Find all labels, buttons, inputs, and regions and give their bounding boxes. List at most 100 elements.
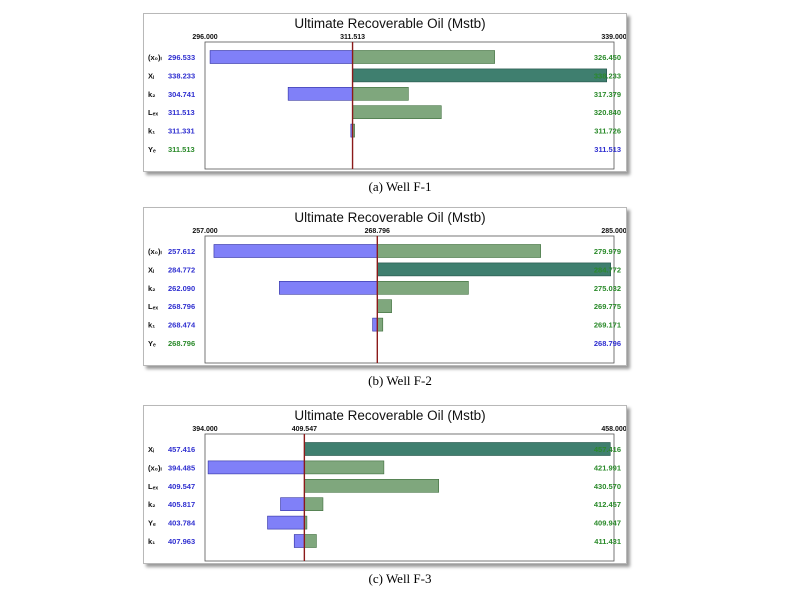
axis-tick-label: 409.547 [292, 426, 317, 433]
right-value-label: 317.379 [594, 90, 621, 99]
row-label: k₁ [148, 127, 155, 136]
left-value-label: 296.533 [168, 53, 195, 62]
tornado-bar-high [304, 534, 317, 548]
row-label: k₂ [148, 90, 156, 99]
row-label: Lₑₓ [148, 108, 158, 117]
tornado-bar-low [207, 460, 305, 475]
tornado-bar-high [377, 244, 541, 258]
panel-well-f2: Ultimate Recoverable Oil (Mstb) 257.000 26… [143, 207, 627, 366]
tornado-bar-low [372, 317, 378, 332]
tornado-bar-high [304, 479, 440, 493]
row-label: Yₑ [148, 145, 156, 154]
right-value-label: 409.947 [594, 519, 621, 528]
left-value-label: 262.090 [168, 284, 195, 293]
caption-well-f1: (a) Well F-1 [368, 179, 432, 194]
axis-tick-label: 311.513 [340, 34, 365, 41]
row-label: Xᵢ [148, 265, 154, 274]
right-value-label: 279.979 [594, 247, 621, 256]
left-value-label: 284.772 [168, 265, 195, 274]
tornado-bar-high [352, 50, 495, 64]
row-label: (x₀)ₗ [148, 463, 163, 472]
right-value-label: 268.796 [594, 339, 621, 348]
tornado-bar-low [287, 87, 353, 101]
row-label: Yₑ [148, 339, 156, 348]
caption-well-f3: (c) Well F-3 [368, 571, 432, 586]
right-value-label: 269.775 [594, 302, 621, 311]
left-value-label: 405.817 [168, 500, 195, 509]
tornado-bar-high [352, 68, 608, 83]
axis-tick-label: 296.000 [192, 34, 217, 41]
axis-tick-label: 257.000 [192, 228, 217, 235]
left-value-label: 268.796 [168, 302, 195, 311]
right-value-label: 430.570 [594, 482, 621, 491]
panel-well-f3: Ultimate Recoverable Oil (Mstb) 394.000 40… [143, 405, 627, 564]
right-value-label: 421.991 [594, 463, 621, 472]
right-value-label: 275.032 [594, 284, 621, 293]
left-value-label: 338.233 [168, 71, 195, 80]
tornado-bar-low [209, 50, 353, 64]
row-label: k₂ [148, 500, 156, 509]
right-value-label: 269.171 [594, 321, 621, 330]
axis-tick-label: 268.796 [365, 228, 390, 235]
row-label: Xᵢ [148, 71, 154, 80]
tornado-bar-high [377, 317, 384, 332]
tornado-bar-low [267, 515, 305, 530]
left-value-label: 304.741 [168, 90, 195, 99]
row-label: k₂ [148, 284, 156, 293]
tornado-chart-svg: Ultimate Recoverable Oil (Mstb) 257.000 26… [148, 210, 626, 364]
chart-title: Ultimate Recoverable Oil (Mstb) [294, 210, 485, 225]
left-value-label: 403.784 [168, 519, 196, 528]
tornado-bar-high [304, 460, 385, 475]
chart-title: Ultimate Recoverable Oil (Mstb) [294, 408, 485, 423]
left-value-label: 311.513 [168, 108, 195, 117]
tornado-bar-high [304, 497, 324, 511]
left-value-label: 457.416 [168, 445, 195, 454]
row-label: k₁ [148, 321, 155, 330]
axis-tick-label: 285.000 [601, 228, 626, 235]
tornado-bar-high [304, 442, 611, 456]
right-value-label: 338.233 [594, 71, 621, 80]
plot-frame [204, 433, 615, 562]
right-value-label: 457.416 [594, 445, 621, 454]
tornado-bar-low [279, 281, 378, 295]
right-value-label: 284.772 [594, 265, 621, 274]
row-label: (x₀)ₗ [148, 53, 163, 62]
row-label: Lₑₓ [148, 482, 158, 491]
left-value-label: 394.485 [168, 463, 195, 472]
right-value-label: 311.513 [594, 145, 621, 154]
tornado-bar-high [377, 281, 469, 295]
panel-well-f1: Ultimate Recoverable Oil (Mstb) 296.000 31… [143, 13, 627, 172]
left-value-label: 257.612 [168, 247, 195, 256]
chart-title: Ultimate Recoverable Oil (Mstb) [294, 16, 485, 31]
left-value-label: 311.513 [168, 145, 195, 154]
plot-frame [204, 41, 615, 170]
tornado-bar-low [213, 244, 378, 258]
left-value-label: 311.331 [168, 127, 195, 136]
left-value-label: 409.547 [168, 482, 195, 491]
caption-well-f2: (b) Well F-2 [368, 373, 432, 388]
tornado-bar-high [352, 87, 409, 101]
axis-tick-label: 458.000 [601, 426, 626, 433]
left-value-label: 268.796 [168, 339, 195, 348]
right-value-label: 412.457 [594, 500, 621, 509]
right-value-label: 320.840 [594, 108, 621, 117]
axis-tick-label: 394.000 [192, 426, 217, 433]
tornado-bar-low [293, 534, 305, 548]
left-value-label: 407.963 [168, 537, 195, 546]
tornado-bar-high [352, 105, 442, 119]
row-label: Xᵢ [148, 445, 154, 454]
row-label: k₁ [148, 537, 155, 546]
tornado-chart-svg: Ultimate Recoverable Oil (Mstb) 394.000 40… [148, 408, 626, 562]
right-value-label: 411.431 [594, 537, 621, 546]
tornado-chart-svg: Ultimate Recoverable Oil (Mstb) 296.000 31… [148, 16, 626, 170]
plot-frame [204, 235, 615, 364]
tornado-bar-high [377, 299, 392, 313]
row-label: (x₀)ₗ [148, 247, 163, 256]
axis-tick-label: 339.000 [601, 34, 626, 41]
right-value-label: 311.726 [594, 127, 621, 136]
row-label: Yₑ [148, 519, 156, 528]
right-value-label: 326.450 [594, 53, 621, 62]
tornado-bar-low [280, 497, 305, 511]
row-label: Lₑₓ [148, 302, 158, 311]
left-value-label: 268.474 [168, 321, 196, 330]
